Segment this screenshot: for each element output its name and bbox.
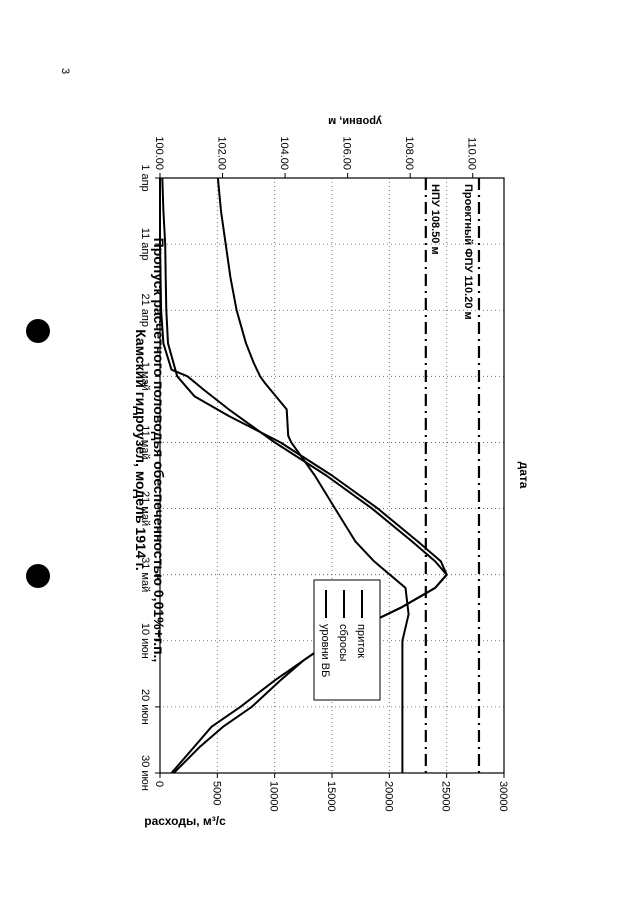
y-axis-right-title: уровни, м bbox=[328, 115, 382, 127]
page-number: 3 bbox=[59, 68, 71, 74]
legend-box bbox=[313, 579, 381, 701]
y-left-tick-label: 30000 bbox=[497, 781, 509, 812]
legend-label: уровни ВБ bbox=[319, 624, 331, 677]
y-right-tick-label: 104.00 bbox=[278, 136, 290, 170]
chart: Пропуск расчетного половодья обеспеченно… bbox=[133, 115, 531, 828]
x-tick-label: 11 апр bbox=[139, 228, 151, 261]
y-axis-left-title: расходы, м³/с bbox=[144, 814, 226, 828]
hole-punch-bottom bbox=[26, 564, 50, 588]
reference-lines: Проектный ФПУ 110.20 м НПУ 108.50 м bbox=[424, 178, 481, 773]
chart-title-line1: Пропуск расчетного половодья обеспеченно… bbox=[151, 238, 167, 663]
x-tick-label: 31 май bbox=[139, 557, 151, 592]
y-left-tick-label: 5000 bbox=[210, 781, 222, 805]
x-tick-label: 20 июн bbox=[139, 689, 151, 725]
y-left-tick-label: 15000 bbox=[325, 781, 337, 812]
x-tick-label: 1 май bbox=[139, 362, 151, 391]
series-line bbox=[216, 177, 410, 773]
y-left-tick-label: 25000 bbox=[440, 781, 452, 812]
y-axis-right: 100.00 102.00 104.00 106.00 108.00 110.00 bbox=[153, 136, 478, 178]
y-right-tick-label: 100.00 bbox=[153, 136, 165, 170]
x-tick-label: 21 апр bbox=[139, 293, 151, 326]
legend-label: сбросы bbox=[337, 624, 349, 662]
x-tick-label: 1 апр bbox=[139, 164, 151, 191]
legend-label: приток bbox=[355, 624, 367, 658]
y-right-tick-label: 108.00 bbox=[403, 136, 415, 170]
y-right-tick-label: 106.00 bbox=[341, 136, 353, 170]
y-left-tick-label: 20000 bbox=[382, 781, 394, 812]
y-axis-left: 0 5000 10000 15000 20000 25000 30000 bbox=[153, 773, 509, 812]
series-line bbox=[159, 178, 448, 774]
series-line bbox=[161, 177, 448, 774]
y-left-tick-label: 0 bbox=[153, 781, 165, 787]
legend: приток сбросы уровни ВБ bbox=[313, 579, 381, 701]
x-axis: 1 апр 11 апр 21 апр 1 май 11 май 21 май 31 май… bbox=[139, 164, 160, 791]
y-right-tick-label: 110.00 bbox=[466, 137, 478, 170]
y-axis-left-title-text: расходы, м³/с bbox=[144, 814, 226, 828]
x-tick-label: 10 июн bbox=[139, 623, 151, 659]
y-left-tick-label: 10000 bbox=[268, 781, 280, 812]
chart-title-line2: Камский гидроузел, модель 1914 г. bbox=[133, 329, 149, 571]
reference-line-label: Проектный ФПУ 110.20 м bbox=[462, 184, 474, 320]
x-tick-label: 21 май bbox=[139, 491, 151, 526]
x-axis-title: дата bbox=[517, 462, 531, 489]
reference-line-label: НПУ 108.50 м bbox=[429, 184, 441, 255]
hole-punch-top bbox=[26, 319, 50, 343]
series-layer bbox=[159, 177, 448, 774]
x-tick-label: 30 июн bbox=[139, 755, 151, 791]
legend-items: приток сбросы уровни ВБ bbox=[319, 590, 367, 677]
y-axis-right-title-text: уровни, м bbox=[328, 115, 382, 127]
x-tick-label: 11 май bbox=[139, 425, 151, 459]
y-right-tick-label: 102.00 bbox=[216, 136, 228, 170]
